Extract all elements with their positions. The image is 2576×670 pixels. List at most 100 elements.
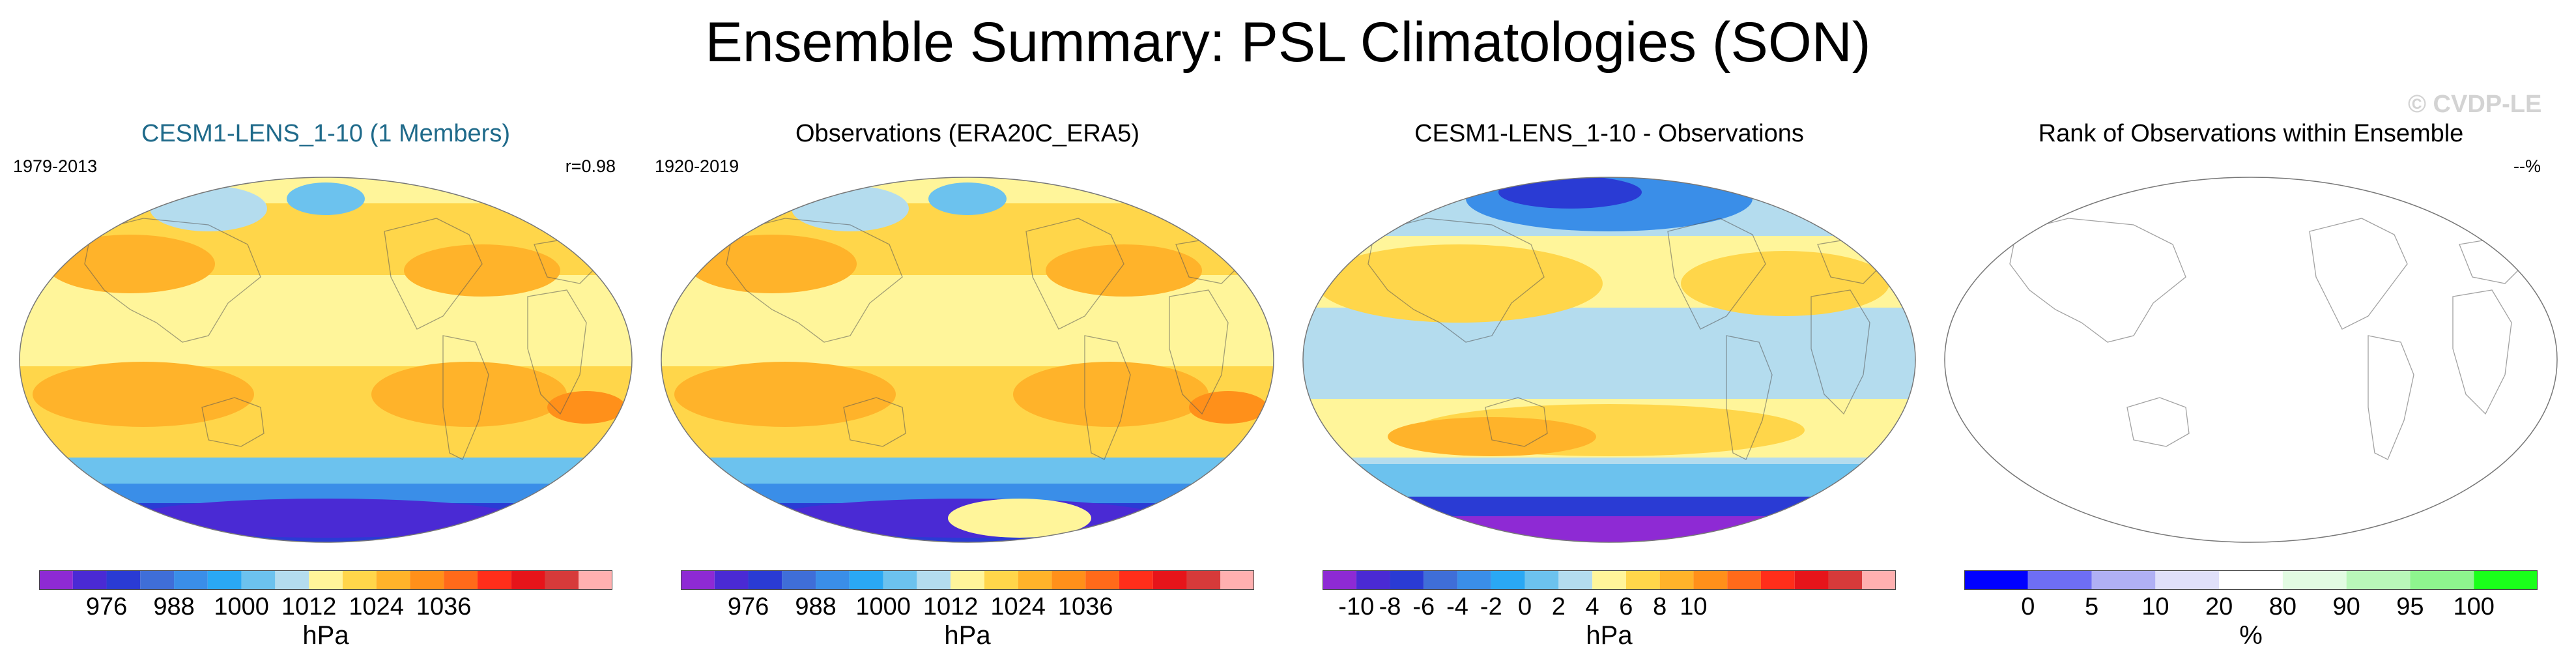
high-pressure-cell xyxy=(371,362,567,427)
colorbar-box xyxy=(2410,570,2474,590)
colorbar-box xyxy=(1220,570,1254,590)
high-pressure-cell xyxy=(1013,362,1209,427)
negative-anomaly xyxy=(1303,516,1915,542)
panel-2-title: Observations (ERA20C_ERA5) xyxy=(795,120,1139,147)
colorbar-box xyxy=(410,570,444,590)
colorbar-tick-label: 8 xyxy=(1653,593,1667,619)
high-pressure-cell xyxy=(46,235,215,293)
colorbar-box xyxy=(511,570,545,590)
colorbar-box xyxy=(2091,570,2156,590)
high-pressure-cell xyxy=(687,235,857,293)
colorbar-box xyxy=(1152,570,1187,590)
colorbar-tick-label: 95 xyxy=(2396,593,2424,619)
colorbar-tick-label: 988 xyxy=(795,593,836,619)
colorbar-tick-label: 976 xyxy=(86,593,127,619)
colorbar-box xyxy=(1760,570,1795,590)
panel-4-title: Rank of Observations within Ensemble xyxy=(2038,120,2464,147)
coastline xyxy=(2309,218,2408,330)
colorbar-box xyxy=(984,570,1018,590)
colorbar-box xyxy=(1558,570,1593,590)
coastline xyxy=(84,218,261,343)
colorbar-box xyxy=(106,570,141,590)
coastline xyxy=(1810,289,1870,415)
colorbar-box xyxy=(72,570,107,590)
positive-anomaly xyxy=(1388,417,1596,456)
colorbar-box xyxy=(714,570,749,590)
high-pressure-cell xyxy=(674,362,896,427)
colorbar-tick-label: 1036 xyxy=(1058,593,1113,619)
colorbar-box xyxy=(275,570,309,590)
colorbar-tick-label: 0 xyxy=(2021,593,2035,619)
high-pressure-cell xyxy=(1189,391,1267,424)
colorbar-box xyxy=(376,570,410,590)
colorbar-box xyxy=(1052,570,1086,590)
panel-4-colorbar: 0 5 10 20 80 90 95 100 xyxy=(1964,570,2538,619)
coastline xyxy=(1485,397,1548,447)
low-pressure-cell xyxy=(928,182,1007,215)
coastline xyxy=(201,397,265,447)
coastline xyxy=(384,218,483,330)
high-pressure-cell xyxy=(948,499,1091,538)
coastline xyxy=(2452,289,2512,415)
colorbar-tick-label: -10 xyxy=(1338,593,1374,619)
high-pressure-cell xyxy=(404,244,560,297)
colorbar-tick-label: 1024 xyxy=(349,593,404,619)
colorbar-tick-label: 1012 xyxy=(923,593,979,619)
colorbar-tick-label: 988 xyxy=(153,593,194,619)
panel-3-unit-label: hPa xyxy=(1586,621,1633,650)
colorbar-box xyxy=(1323,570,1356,590)
colorbar-tick-label: 4 xyxy=(1586,593,1599,619)
colorbar-box xyxy=(849,570,883,590)
coastline xyxy=(1169,289,1229,415)
field-band xyxy=(661,458,1274,484)
colorbar-tick-label: 1036 xyxy=(416,593,472,619)
colorbar-box xyxy=(477,570,511,590)
figure-title: Ensemble Summary: PSL Climatologies (SON… xyxy=(705,11,1871,74)
coastline xyxy=(442,335,489,460)
colorbar-tick-label: 1000 xyxy=(214,593,269,619)
colorbar-tick-label: -4 xyxy=(1446,593,1468,619)
colorbar-box xyxy=(951,570,984,590)
colorbar-box xyxy=(782,570,816,590)
colorbar-tick-label: 10 xyxy=(1680,593,1707,619)
colorbar-frame xyxy=(1323,570,1896,590)
colorbar-tick-label: 80 xyxy=(2269,593,2297,619)
panel-1-correlation-label: r=0.98 xyxy=(565,156,616,176)
panel-2-period-label: 1920-2019 xyxy=(655,156,739,176)
colorbar-box xyxy=(1862,570,1896,590)
colorbar-tick-label: 1012 xyxy=(281,593,337,619)
colorbar-box xyxy=(140,570,175,590)
panel-2-map xyxy=(661,177,1274,543)
colorbar-tick-label: -8 xyxy=(1379,593,1401,619)
colorbar-box xyxy=(681,570,715,590)
colorbar-box xyxy=(174,570,208,590)
colorbar-box xyxy=(1356,570,1390,590)
colorbar-box xyxy=(1390,570,1424,590)
colorbar-box xyxy=(2282,570,2347,590)
colorbar-box xyxy=(309,570,343,590)
high-pressure-cell xyxy=(33,362,254,427)
coastline xyxy=(1025,218,1124,330)
colorbar-frame xyxy=(1964,570,2538,590)
coastline xyxy=(1667,218,1766,330)
positive-anomaly xyxy=(1681,251,1889,316)
coastline xyxy=(527,289,587,415)
colorbar-box xyxy=(1659,570,1694,590)
colorbar-box xyxy=(39,570,73,590)
panel-4-map xyxy=(1944,177,2558,543)
colorbar-tick-label: 0 xyxy=(1518,593,1532,619)
colorbar-box xyxy=(1964,570,2028,590)
colorbar-box xyxy=(1524,570,1559,590)
colorbar-tick-label: 2 xyxy=(1552,593,1566,619)
coastline xyxy=(2126,397,2190,447)
colorbar-box xyxy=(1085,570,1119,590)
low-pressure-band xyxy=(130,499,521,538)
colorbar-box xyxy=(1727,570,1761,590)
coastline xyxy=(1084,335,1131,460)
colorbar-box xyxy=(917,570,951,590)
colorbar-tick-label: 10 xyxy=(2141,593,2169,619)
colorbar-box xyxy=(2155,570,2220,590)
colorbar-box xyxy=(2474,570,2538,590)
colorbar-box xyxy=(1625,570,1660,590)
